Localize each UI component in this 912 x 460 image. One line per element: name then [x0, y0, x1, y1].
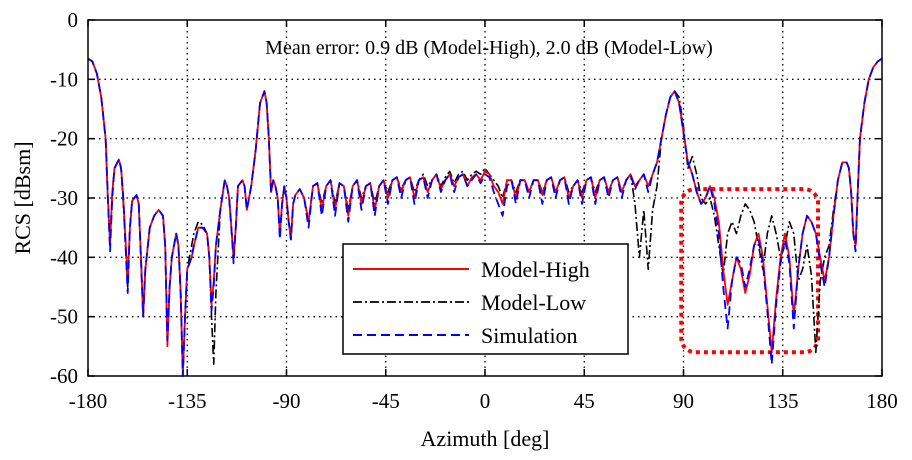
x-tick-label: -90	[273, 389, 301, 413]
x-tick-label: -45	[372, 389, 400, 413]
y-tick-label: -20	[50, 127, 78, 151]
y-tick-label: -30	[50, 186, 78, 210]
axis-ticks	[87, 19, 883, 377]
legend-label-model-high: Model-High	[481, 257, 590, 282]
y-tick-label: -10	[50, 67, 78, 91]
x-tick-label: -135	[168, 389, 207, 413]
y-axis-label: RCS [dBsm]	[10, 141, 35, 254]
legend: Model-High Model-Low Simulation	[342, 243, 629, 355]
x-tick-label: 90	[673, 389, 694, 413]
y-tick-label: -50	[50, 305, 78, 329]
x-tick-label: -180	[69, 389, 108, 413]
series-line-simulation	[87, 57, 883, 377]
x-axis-label: Azimuth [deg]	[421, 426, 550, 451]
mean-error-annotation: Mean error: 0.9 dB (Model-High), 2.0 dB …	[265, 37, 713, 59]
legend-box	[342, 243, 629, 355]
y-tick-label: -40	[50, 245, 78, 269]
y-tick-label: -60	[50, 364, 78, 388]
x-tick-label: 135	[767, 389, 799, 413]
x-tick-label: 180	[866, 389, 898, 413]
legend-label-simulation: Simulation	[481, 323, 578, 348]
y-tick-label: 0	[68, 8, 79, 32]
x-tick-label: 45	[574, 389, 595, 413]
x-tick-label: 0	[480, 389, 491, 413]
series-group	[87, 57, 883, 377]
legend-label-model-low: Model-Low	[481, 290, 586, 315]
tick-labels: -180 -135 -90 -45 0 45 90 135 180 0 -10 -20 -30 -40 -5…	[50, 8, 898, 413]
